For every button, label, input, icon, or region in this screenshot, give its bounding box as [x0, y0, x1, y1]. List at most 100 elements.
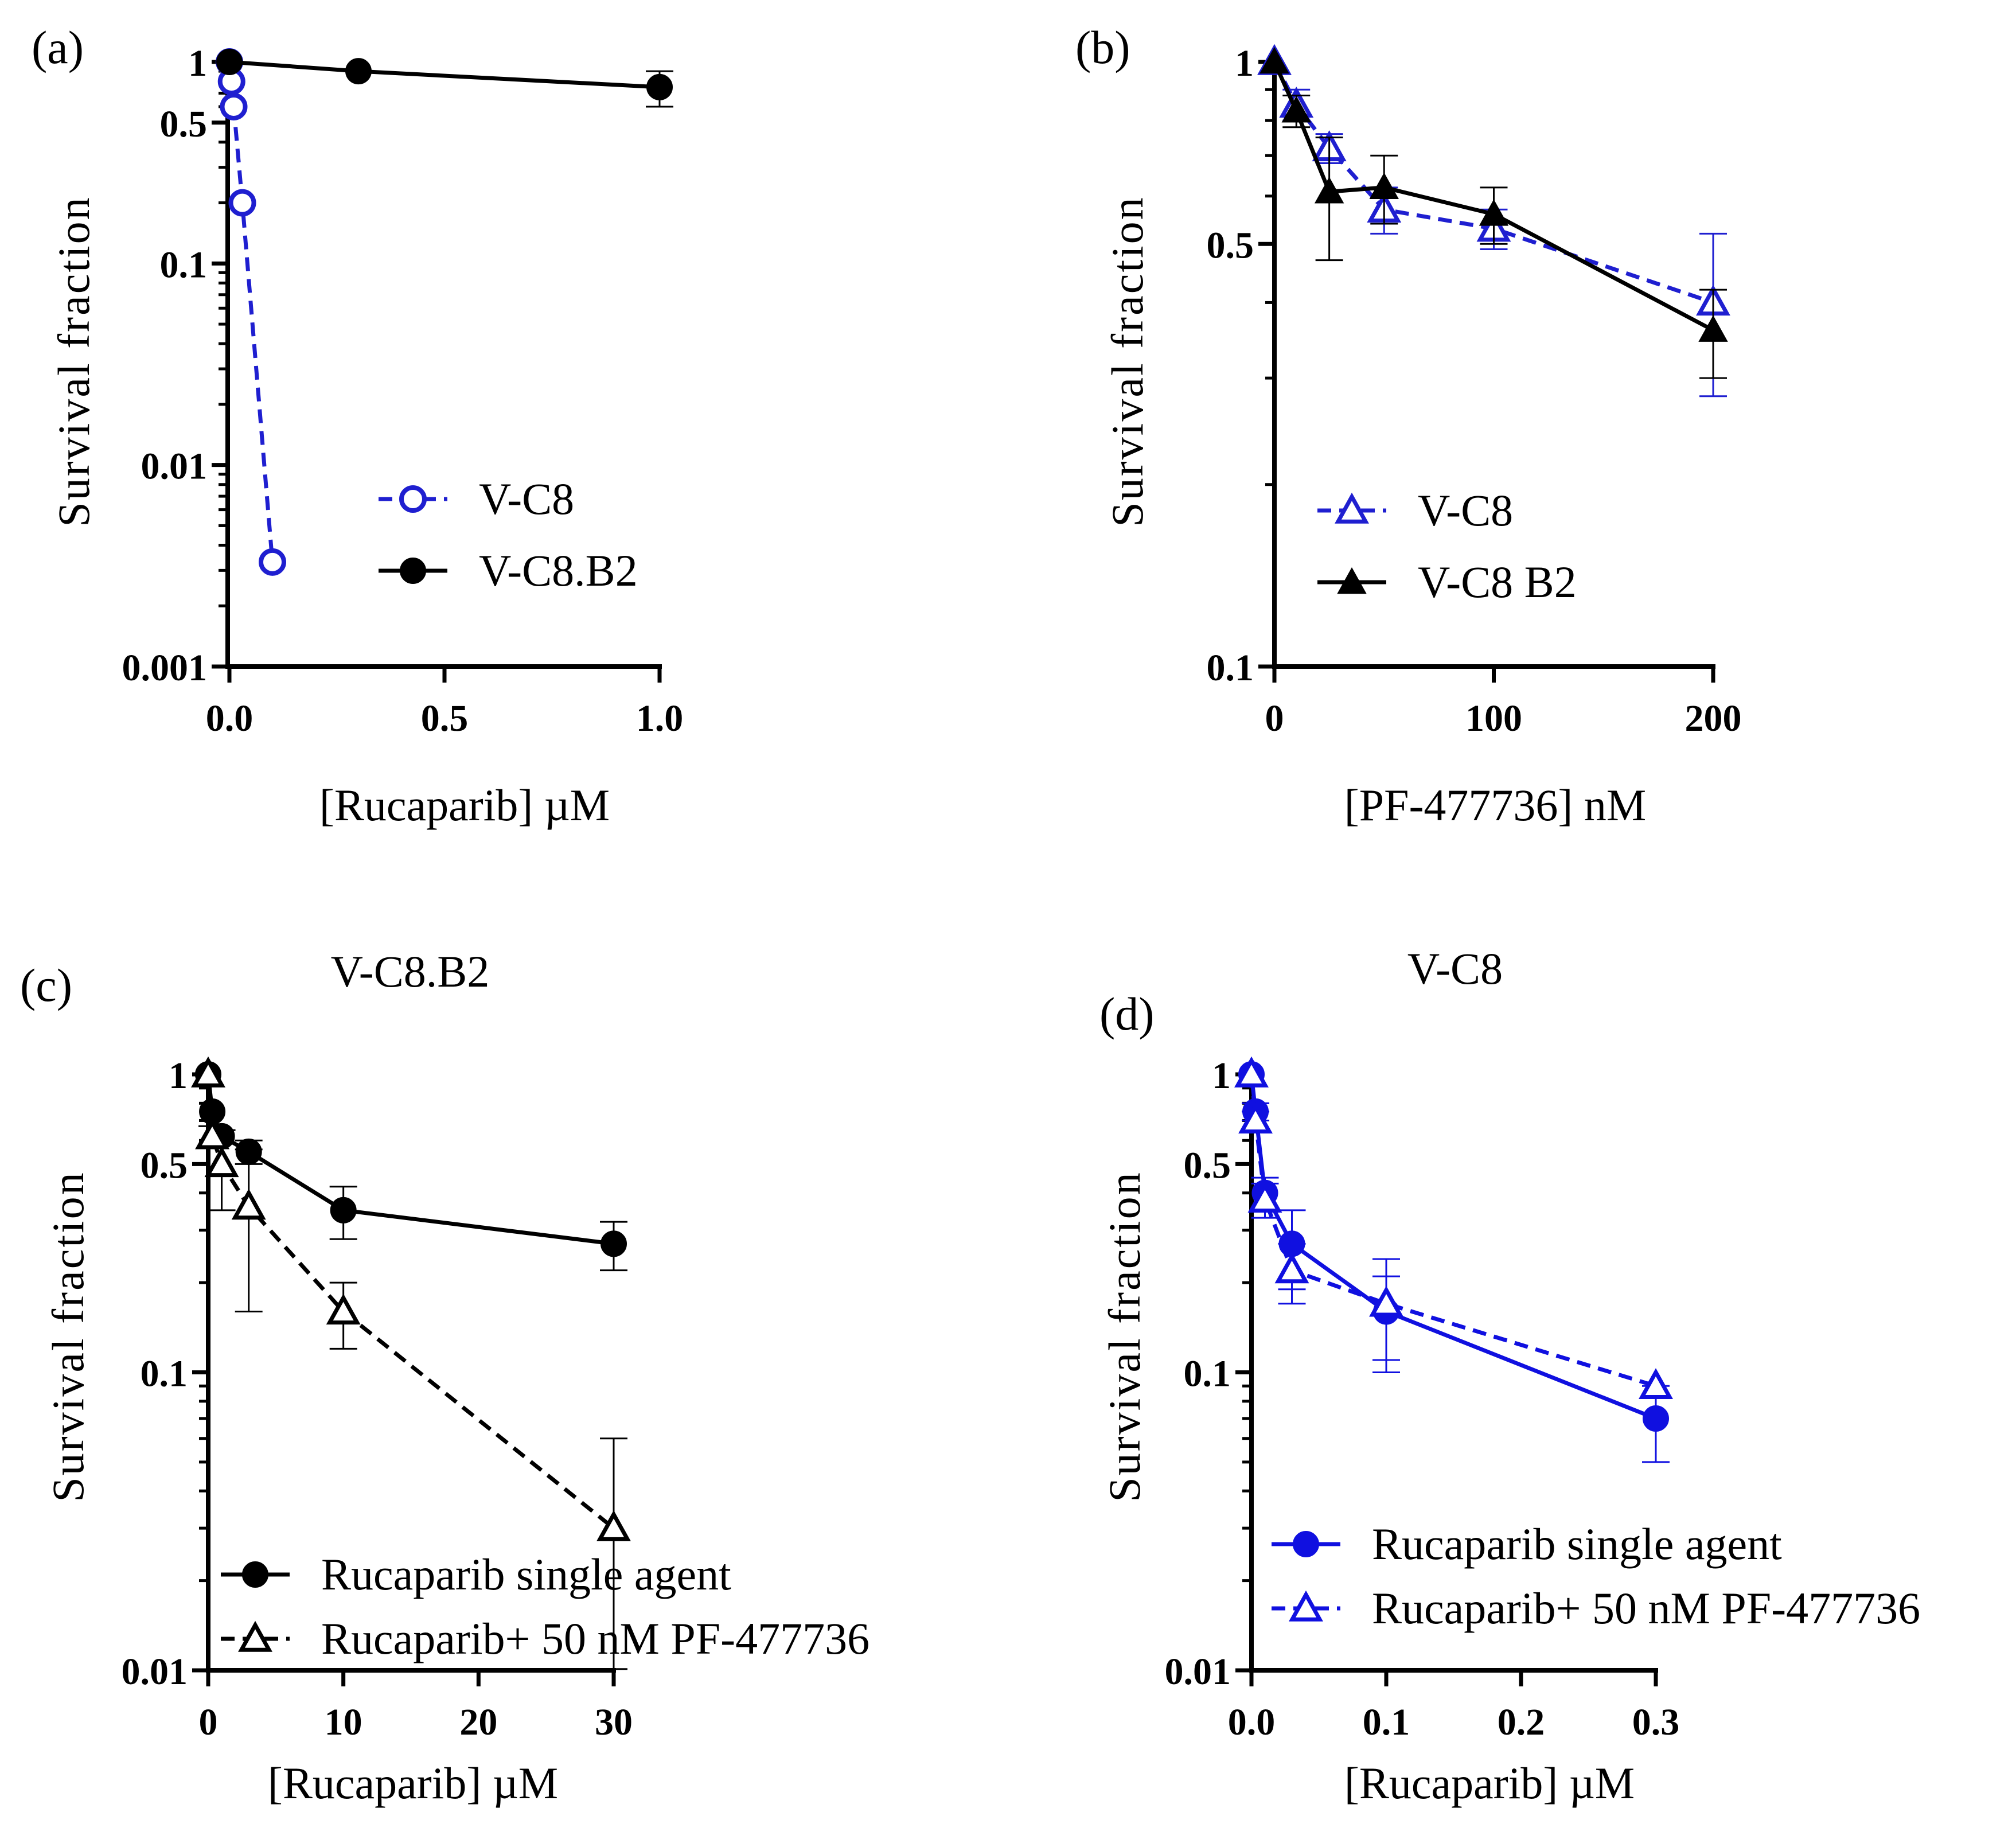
data-point: [1369, 1285, 1403, 1317]
chart-c: (c) V-C8.B2 0.010.10.510 10 20 30 [Rucapari…: [20, 946, 869, 1808]
legend-label: V-C8 B2: [1418, 557, 1577, 607]
data-point: [1479, 199, 1509, 226]
series-2: [191, 1056, 631, 1670]
y-tick-label: 1: [1235, 42, 1254, 84]
data-point: [191, 1056, 225, 1088]
data-point: [1314, 177, 1344, 204]
data-point: [1639, 1368, 1673, 1399]
legend-entry: Rucaparib+ 50 nM PF-477736: [221, 1614, 869, 1663]
legend-label: V-C8: [479, 474, 574, 524]
x-axis-label: [Rucaparib] µM: [319, 780, 610, 830]
series-line: [1272, 61, 1714, 305]
y-tick-label: 0.5: [160, 103, 208, 145]
data-point: [1247, 1182, 1282, 1213]
y-axis-label: Survival fraction: [49, 196, 99, 527]
series-2: [1234, 1056, 1673, 1399]
x-tick-label: 20: [459, 1701, 497, 1743]
y-tick-label: 0.01: [122, 1651, 188, 1693]
series-line: [229, 60, 660, 89]
y-tick-label: 0.5: [1207, 224, 1254, 266]
data-point: [596, 1510, 631, 1541]
legend-swatch-marker: [242, 1561, 268, 1588]
data-point: [259, 548, 286, 576]
legend-entry: V-C8: [1317, 485, 1513, 535]
x-tick-label: 100: [1465, 698, 1522, 739]
y-tick-label: 0.01: [1165, 1651, 1231, 1693]
axes: 0.001 0.01 0.1 0.5 1 0.0 0.5 1.0: [122, 42, 684, 739]
axes: 0.01 0.1 0.5 1 0.0 0.1 0.2 0.3: [1165, 1055, 1680, 1743]
y-tick-label: 0.5: [141, 1144, 188, 1186]
x-axis-label: [Rucaparib] µM: [268, 1758, 558, 1808]
legend-label: Rucaparib single agent: [321, 1549, 731, 1599]
data-point: [345, 58, 372, 85]
x-tick-label: 0: [199, 1701, 218, 1743]
legend-entry: V-C8 B2: [1317, 557, 1577, 607]
legend: V-C8 V-C8 B2: [1317, 485, 1577, 607]
legend-swatch-marker: [1335, 492, 1369, 524]
legend: Rucaparib single agent Rucaparib+ 50 nM P…: [1272, 1519, 1920, 1633]
series-line: [206, 1074, 614, 1246]
legend-label: V-C8: [1418, 485, 1513, 535]
y-tick-label: 0.001: [122, 647, 208, 689]
legend-swatch-marker: [400, 558, 426, 584]
x-tick-label: 0.0: [206, 698, 254, 739]
panel-label: (a): [32, 21, 84, 73]
x-tick-label: 0.5: [421, 698, 469, 739]
series-2: [216, 49, 673, 108]
y-tick-label: 0.01: [141, 446, 208, 488]
series-line: [206, 1074, 615, 1530]
x-tick-label: 0.0: [1228, 1701, 1276, 1743]
legend-swatch-marker: [238, 1620, 272, 1652]
data-point: [228, 189, 256, 217]
y-tick-label: 0.1: [1207, 647, 1254, 689]
x-tick-label: 1.0: [636, 698, 684, 739]
data-point: [220, 92, 248, 120]
axes: 0.010.10.510 10 20 30: [122, 1055, 633, 1743]
chart-d: (d) V-C8 0.01 0.1 0.5 1 0.0 0.1 0.2 0.3 [Rucapa…: [1099, 944, 1920, 1808]
chart-title: V-C8.B2: [331, 946, 490, 996]
data-point: [1643, 1405, 1669, 1432]
legend-entry: V-C8.B2: [379, 545, 638, 595]
x-tick-label: 10: [325, 1701, 362, 1743]
legend-swatch-marker: [399, 485, 427, 513]
series-line: [1249, 1074, 1657, 1388]
legend-swatch-marker: [1293, 1531, 1319, 1557]
series-2: [1259, 46, 1728, 379]
series-1: [1238, 1061, 1670, 1463]
y-tick-label: 1: [169, 1055, 188, 1097]
x-axis-label: [Rucaparib] µM: [1344, 1758, 1635, 1808]
legend-label: Rucaparib+ 50 nM PF-477736: [1372, 1583, 1920, 1633]
legend-label: Rucaparib single agent: [1372, 1519, 1782, 1569]
x-tick-label: 0.1: [1363, 1701, 1410, 1743]
legend-swatch-marker: [1289, 1590, 1323, 1622]
legend-label: Rucaparib+ 50 nM PF-477736: [321, 1614, 869, 1663]
legend-swatch-marker: [1337, 567, 1367, 594]
x-tick-label: 0.2: [1498, 1701, 1545, 1743]
y-tick-label: 0.1: [141, 1353, 188, 1395]
series-group: [216, 48, 673, 576]
data-point: [646, 73, 673, 100]
y-axis-label: Survival fraction: [43, 1171, 93, 1502]
chart-title: V-C8: [1407, 944, 1503, 993]
data-point: [1698, 315, 1728, 342]
x-tick-label: 200: [1685, 698, 1742, 739]
chart-b: (b) 0.1 0.5 1 0 100 200 [PF-477736] nM Surviv…: [1075, 21, 1742, 830]
data-point: [216, 49, 243, 75]
legend: Rucaparib single agent Rucaparib+ 50 nM P…: [221, 1549, 869, 1663]
data-point: [326, 1293, 361, 1325]
legend: V-C8 V-C8.B2: [379, 474, 638, 595]
x-tick-label: 0.3: [1632, 1701, 1680, 1743]
legend-entry: Rucaparib single agent: [221, 1549, 731, 1599]
series-group: [1234, 1056, 1673, 1463]
x-tick-label: 0: [1265, 698, 1284, 739]
data-point: [204, 1146, 239, 1178]
x-tick-label: 30: [595, 1701, 633, 1743]
legend-label: V-C8.B2: [479, 545, 638, 595]
y-tick-label: 1: [188, 42, 207, 84]
data-point: [1369, 172, 1399, 200]
data-point: [1274, 1252, 1309, 1284]
chart-a: (a) 0.001 0.01 0.1 0.5 1 0.0 0.5 1.0 [Rucaparib…: [32, 21, 684, 830]
y-axis-label: Survival fraction: [1102, 196, 1152, 527]
legend-entry: V-C8: [379, 474, 574, 524]
y-tick-label: 0.1: [1184, 1353, 1231, 1395]
